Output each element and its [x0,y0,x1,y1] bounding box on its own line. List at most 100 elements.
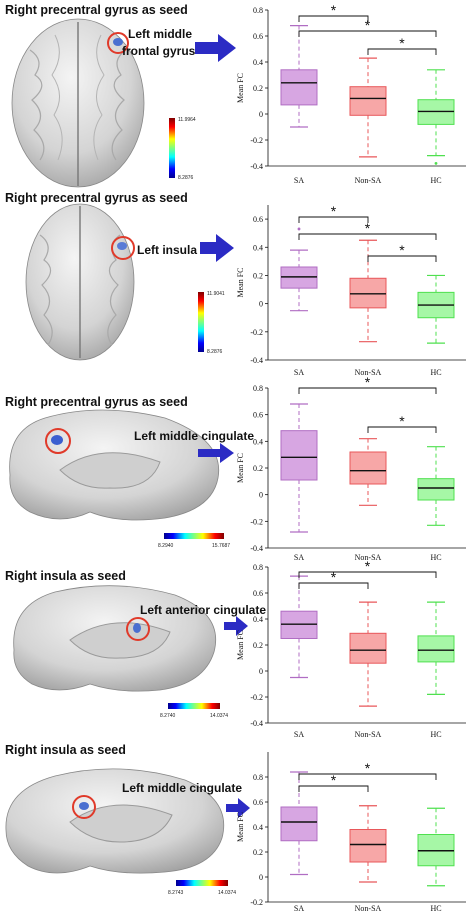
y-tick-label: -0.4 [250,719,263,728]
box-non-sa [349,805,387,883]
y-tick-label: 0.4 [253,58,263,67]
y-tick-label: -0.2 [250,328,263,337]
colorbar-min: 8.2876 [178,175,194,181]
y-tick-label: -0.2 [250,693,263,702]
y-tick-label: 0.2 [253,848,263,857]
colorbar-min: 8.2940 [158,543,174,549]
significance-bracket [298,571,437,578]
significance-star: * [399,413,405,429]
brain-panel-2: Right precentral gyrus as seed Left insu… [5,191,234,361]
y-tick-label: -0.4 [250,356,263,365]
colorbar-min: 8.2743 [168,890,184,896]
y-tick-label: 0.8 [253,384,263,393]
y-tick-label: -0.4 [250,162,263,171]
significance-star: * [331,2,337,18]
colorbar: 11.9041 8.2876 [198,291,225,355]
brain-axial-image [11,18,145,188]
significance-star: * [365,558,371,574]
x-tick-label: HC [430,553,441,562]
significance-star: * [331,772,337,788]
significance-bracket [367,426,437,433]
box-sa [280,403,318,533]
y-tick-label: 0.4 [253,615,263,624]
y-axis-label: Mean FC [236,453,245,483]
boxplot-2: -0.4 -0.2 0 0.2 0.4 0.6 Mean FC SA Non-SA HC * * * [236,203,466,377]
box-sa [280,25,318,128]
x-tick-label: Non-SA [355,730,382,739]
x-tick-label: Non-SA [355,553,382,562]
box-sa [280,575,318,679]
region-label: Left anterior cingulate [140,603,266,617]
arrow-icon [198,443,234,463]
box-body [280,806,318,842]
colorbar-max: 11.9964 [178,117,196,123]
seed-title: Right precentral gyrus as seed [5,3,188,17]
y-tick-label: 0 [259,300,263,309]
highlight-circle [45,428,71,454]
y-tick-label: 0 [259,110,263,119]
y-tick-label: 0.4 [253,823,263,832]
seed-title: Right precentral gyrus as seed [5,395,188,409]
y-tick-label: 0.6 [253,798,263,807]
colorbar-max: 14.0374 [218,890,236,896]
significance-star: * [331,569,337,585]
brain-sagittal-image [5,768,225,874]
box-body [280,69,318,106]
y-tick-label: 0.8 [253,6,263,15]
y-axis-label: Mean FC [236,268,245,298]
x-tick-label: SA [294,368,304,377]
brain-panel-5: Right insula as seed Left middle cingula… [5,743,250,896]
box-body [280,430,318,481]
region-label: Left insula [137,243,197,257]
highlight-circle [72,795,96,819]
x-tick-label: Non-SA [355,368,382,377]
colorbar: 8.2940 15.7687 [158,533,230,549]
boxplot-3: -0.4 -0.2 0 0.2 0.4 0.6 0.8 Mean FC SA Non-SA HC * * [236,374,466,562]
brain-sagittal-image [13,585,217,692]
box-hc [417,807,455,887]
y-tick-label: 0 [259,873,263,882]
colorbar-min: 8.2876 [207,349,223,355]
y-tick-label: 0.6 [253,589,263,598]
arrow-icon [224,616,248,636]
y-tick-label: 0.8 [253,563,263,572]
significance-bracket [298,773,437,780]
highlight-circle [126,617,150,641]
colorbar-min: 8.2740 [160,713,176,719]
y-axis-label: Mean FC [236,812,245,842]
significance-bracket [298,387,437,394]
outlier-point [297,227,301,231]
boxplot-1: -0.4 -0.2 0 0.2 0.4 0.6 0.8 Mean FC SA Non-SA HC * *… [236,2,466,185]
brain-panel-1: Right precentral gyrus as seed Left midd… [5,3,236,188]
brain-axial-image [25,203,135,361]
box-non-sa [349,239,387,343]
y-tick-label: 0.8 [253,773,263,782]
y-tick-label: 0.2 [253,271,263,280]
y-axis-label: Mean FC [236,630,245,660]
significance-bracket [298,233,437,240]
seed-title: Right precentral gyrus as seed [5,191,188,205]
colorbar-max: 11.9041 [207,291,225,297]
x-tick-label: SA [294,553,304,562]
box-body [349,829,387,863]
box-non-sa [349,57,387,158]
x-tick-label: SA [294,730,304,739]
x-tick-label: HC [430,368,441,377]
highlight-circle [111,236,135,260]
brain-sagittal-image [9,409,220,521]
x-tick-label: HC [430,904,441,913]
x-tick-label: Non-SA [355,904,382,913]
box-hc [417,601,455,696]
box-body [417,478,455,501]
arrow-icon [195,34,236,62]
box-sa [280,771,318,876]
significance-bracket [298,30,437,37]
x-tick-label: HC [430,730,441,739]
box-hc [417,69,455,157]
boxplot-5: -0.2 0 0.2 0.4 0.6 0.8 Mean FC SA Non-SA HC * * [236,752,466,913]
colorbar-max: 14.0374 [210,713,228,719]
box-body [349,86,387,116]
colorbar: 8.2740 14.0374 [160,703,228,719]
y-tick-label: 0.2 [253,464,263,473]
significance-star: * [365,220,371,236]
